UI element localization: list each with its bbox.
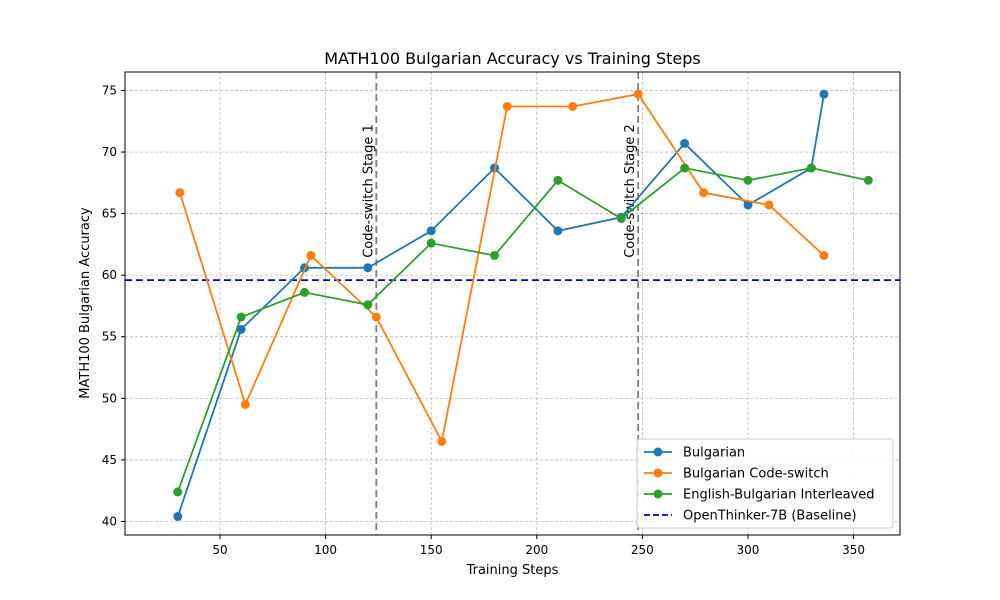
legend-swatch-marker [653,489,663,499]
data-point [306,250,316,260]
data-point [743,200,753,210]
data-point [553,175,563,185]
x-tick-label: 300 [737,543,760,557]
axis-ticks: 50 100 150 200 250 300 350 40 45 50 55 60 65 70 75 [102,83,865,557]
legend-item-bulgarian: Bulgarian [644,446,745,461]
y-tick-label: 60 [102,268,117,282]
data-point [699,188,709,198]
data-point [371,312,381,322]
stage-label: Code-switch Stage 1 [361,124,376,258]
stage-annotations: Code-switch Stage 1 Code-switch Stage 2 [361,72,640,535]
legend-label: OpenThinker-7B (Baseline) [683,509,857,524]
grid [125,72,900,535]
data-point [299,287,309,297]
series-line [176,94,825,517]
y-tick-label: 55 [102,330,117,344]
series-line [176,167,869,493]
data-point [633,89,643,99]
y-tick-label: 75 [102,83,117,97]
chart-title: MATH100 Bulgarian Accuracy vs Training S… [324,49,701,68]
data-point [173,487,183,497]
x-tick-label: 50 [212,543,227,557]
stage-label: Code-switch Stage 2 [623,124,638,258]
legend-item-openthinker-7b-baseline: OpenThinker-7B (Baseline) [644,509,857,524]
y-tick-label: 45 [102,453,117,467]
data-point [426,226,436,236]
x-tick-label: 150 [420,543,443,557]
data-point [240,399,250,409]
data-point [743,175,753,185]
y-tick-label: 50 [102,391,117,405]
y-tick-label: 65 [102,207,117,221]
series-line [179,93,825,445]
data-point [616,214,626,224]
y-tick-label: 70 [102,145,117,159]
data-point [680,138,690,148]
legend-item-bulgarian-code-switch: Bulgarian Code-switch [644,467,829,482]
data-point [553,226,563,236]
data-point [490,250,500,260]
series-bulgarian [173,89,829,522]
data-point [175,188,185,198]
x-tick-label: 250 [631,543,654,557]
data-point [236,312,246,322]
series-bulgarian-code-switch [175,89,829,446]
x-axis-label: Training Steps [466,563,559,578]
legend-label: Bulgarian [683,446,745,461]
data-point [426,238,436,248]
data-point [568,101,578,111]
y-axis-label: MATH100 Bulgarian Accuracy [78,207,93,399]
data-point [363,300,373,310]
data-point [806,163,816,173]
data-point [437,436,447,446]
data-point [236,324,246,334]
data-point [863,175,873,185]
plot-frame [124,71,901,536]
legend-box [636,438,894,529]
legend-item-english-bulgarian-interleaved: English-Bulgarian Interleaved [644,488,874,503]
series-layer [173,89,873,522]
legend-label: Bulgarian Code-switch [683,467,829,482]
legend-swatch-marker [653,447,663,457]
series-english-bulgarian-interleaved [173,163,873,497]
data-point [173,512,183,522]
data-point [363,263,373,273]
data-point [819,250,829,260]
y-tick-label: 40 [102,514,117,528]
x-tick-label: 200 [525,543,548,557]
x-tick-label: 100 [314,543,337,557]
legend: Bulgarian Bulgarian Code-switch English-Bu… [636,438,894,529]
data-point [680,163,690,173]
legend-swatch-marker [653,468,663,478]
data-point [764,200,774,210]
data-point [502,101,512,111]
data-point [819,89,829,99]
x-tick-label: 350 [842,543,865,557]
legend-label: English-Bulgarian Interleaved [683,488,874,503]
